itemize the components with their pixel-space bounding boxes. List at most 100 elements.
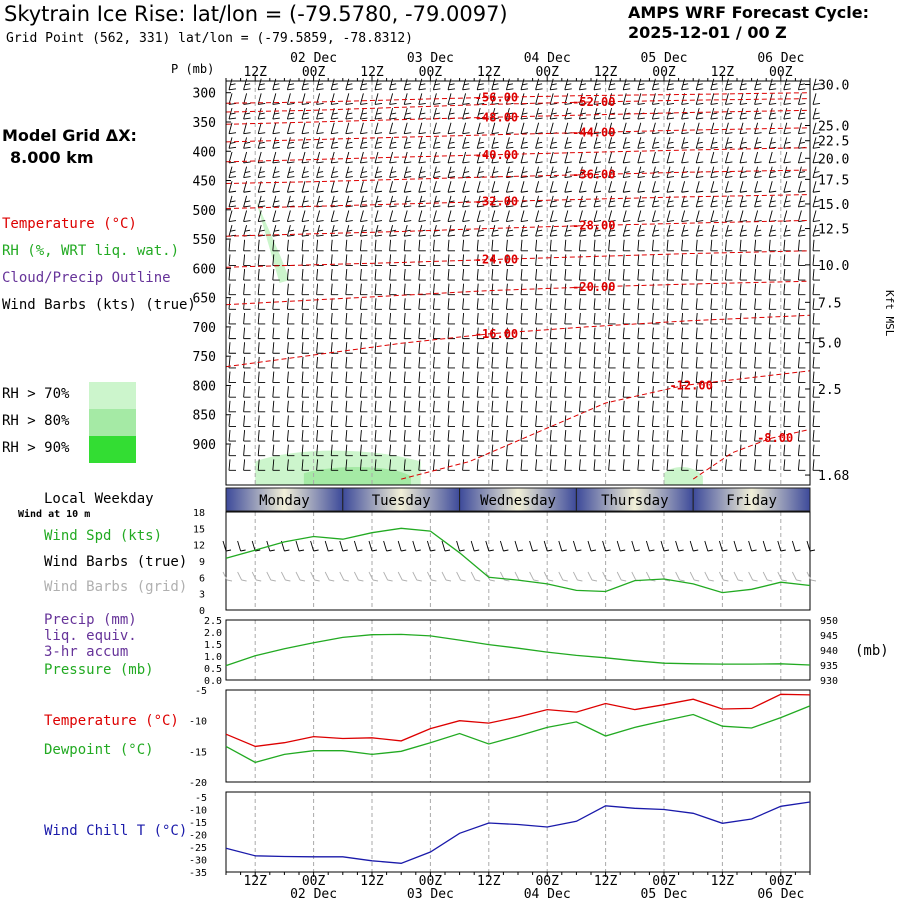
wind-barb bbox=[578, 459, 587, 471]
grid-wind-barb bbox=[631, 571, 641, 582]
wind-barb bbox=[403, 181, 412, 193]
wind-barb bbox=[637, 327, 645, 340]
grid-wind-barb bbox=[543, 571, 554, 582]
wind-barb bbox=[316, 371, 324, 383]
wind-barb bbox=[578, 269, 587, 281]
wind-barb bbox=[797, 181, 806, 193]
wind-barb bbox=[754, 225, 762, 237]
wind-barb bbox=[476, 312, 485, 325]
wind-barb bbox=[535, 283, 543, 296]
wind-barb bbox=[535, 107, 543, 120]
wind-barb bbox=[768, 283, 777, 296]
wind-barb bbox=[812, 269, 820, 281]
wind-barb bbox=[549, 312, 558, 325]
wind-barb bbox=[797, 93, 806, 105]
wind-barb bbox=[505, 225, 514, 237]
wind-barb bbox=[637, 371, 645, 383]
wind-barb bbox=[637, 283, 645, 296]
height-tick-label: 2.5 bbox=[818, 383, 841, 398]
wind-barb bbox=[330, 444, 339, 457]
grid-point-subtitle: Grid Point (562, 331) lat/lon = (-79.585… bbox=[6, 31, 413, 46]
height-tick-label: 10.0 bbox=[818, 259, 849, 274]
wind-barb bbox=[228, 195, 237, 208]
wind-barb bbox=[651, 327, 660, 340]
wind-barb bbox=[359, 327, 368, 340]
wind-barb bbox=[374, 166, 383, 179]
wind-barb bbox=[681, 400, 689, 413]
wind-barb bbox=[330, 327, 339, 340]
wind-barb bbox=[608, 151, 616, 164]
wind-barb bbox=[447, 269, 455, 281]
wind-barb bbox=[695, 254, 704, 266]
wind-barb bbox=[710, 239, 718, 252]
wind-barb bbox=[418, 415, 426, 427]
wind-barb bbox=[359, 444, 368, 457]
wind-barb bbox=[272, 430, 280, 442]
wind-barb bbox=[330, 312, 339, 325]
wind-barb bbox=[666, 444, 674, 457]
wind-barb bbox=[272, 327, 280, 340]
wind-barb bbox=[243, 254, 251, 266]
wind-barb bbox=[768, 107, 777, 120]
wind-barb bbox=[389, 107, 397, 120]
wind-barb bbox=[622, 210, 631, 222]
wind-barb bbox=[710, 400, 718, 413]
wind-barb bbox=[768, 371, 777, 383]
wind-barb bbox=[564, 122, 572, 135]
wind-barb bbox=[681, 327, 689, 340]
wind-barb bbox=[418, 459, 426, 471]
wind-barb bbox=[637, 298, 645, 310]
wind-barb bbox=[666, 210, 675, 222]
wind-barb bbox=[389, 459, 397, 471]
wind-barb bbox=[739, 269, 747, 281]
wind-barb bbox=[330, 430, 339, 442]
wind-barb bbox=[257, 444, 266, 457]
wind-barb bbox=[432, 269, 441, 281]
pressure-tick-label: 750 bbox=[193, 350, 216, 365]
wind-barb bbox=[535, 254, 543, 266]
temperature-contour bbox=[225, 92, 811, 104]
wind-barb bbox=[359, 356, 368, 369]
wind-barb bbox=[681, 415, 689, 427]
wind-at-10m-label: Wind at 10 m bbox=[18, 509, 91, 520]
wind-barb bbox=[476, 415, 485, 427]
wind-barb bbox=[418, 166, 426, 179]
wind-barb bbox=[724, 181, 733, 193]
wind-barb bbox=[695, 225, 704, 237]
wind-barb bbox=[257, 166, 266, 179]
wind-barb bbox=[257, 371, 266, 383]
wind-barb bbox=[797, 444, 806, 457]
temperature-contour-label: -36.00 bbox=[572, 168, 615, 182]
surface-wind-barb bbox=[222, 540, 232, 552]
temperature-contour bbox=[225, 314, 811, 368]
wind-barb bbox=[754, 137, 762, 149]
wind-barb bbox=[374, 356, 382, 369]
wind-barb bbox=[724, 400, 733, 413]
wind-barb bbox=[462, 459, 470, 471]
wind-barb bbox=[447, 239, 455, 252]
wind-barb bbox=[374, 122, 383, 135]
temperature-line bbox=[225, 693, 811, 748]
wind-barb bbox=[812, 93, 821, 105]
precip-tick-label: 1.5 bbox=[204, 640, 222, 651]
bottom-time-tick-label: 12Z bbox=[477, 874, 501, 889]
wind-barb bbox=[316, 312, 324, 325]
wind-barb bbox=[491, 342, 499, 354]
wind-barb bbox=[783, 107, 791, 120]
wind-barb bbox=[432, 444, 441, 457]
wind-barb bbox=[432, 254, 441, 266]
wind-barb bbox=[739, 107, 748, 120]
wind-barb bbox=[257, 312, 266, 325]
wind-barb bbox=[243, 356, 251, 369]
height-tick-label: 30.0 bbox=[818, 79, 849, 94]
wind-barb bbox=[739, 342, 747, 354]
pressure-tick-label: 400 bbox=[193, 145, 216, 160]
wind-barb bbox=[651, 342, 660, 354]
height-tick-label: 1.68 bbox=[818, 469, 849, 484]
wind-barb bbox=[272, 195, 280, 208]
wind-barb bbox=[389, 386, 397, 398]
wind-barb bbox=[491, 225, 499, 237]
wind-barb bbox=[462, 166, 470, 179]
wind-barb bbox=[345, 430, 353, 442]
wind-barb bbox=[651, 137, 660, 149]
